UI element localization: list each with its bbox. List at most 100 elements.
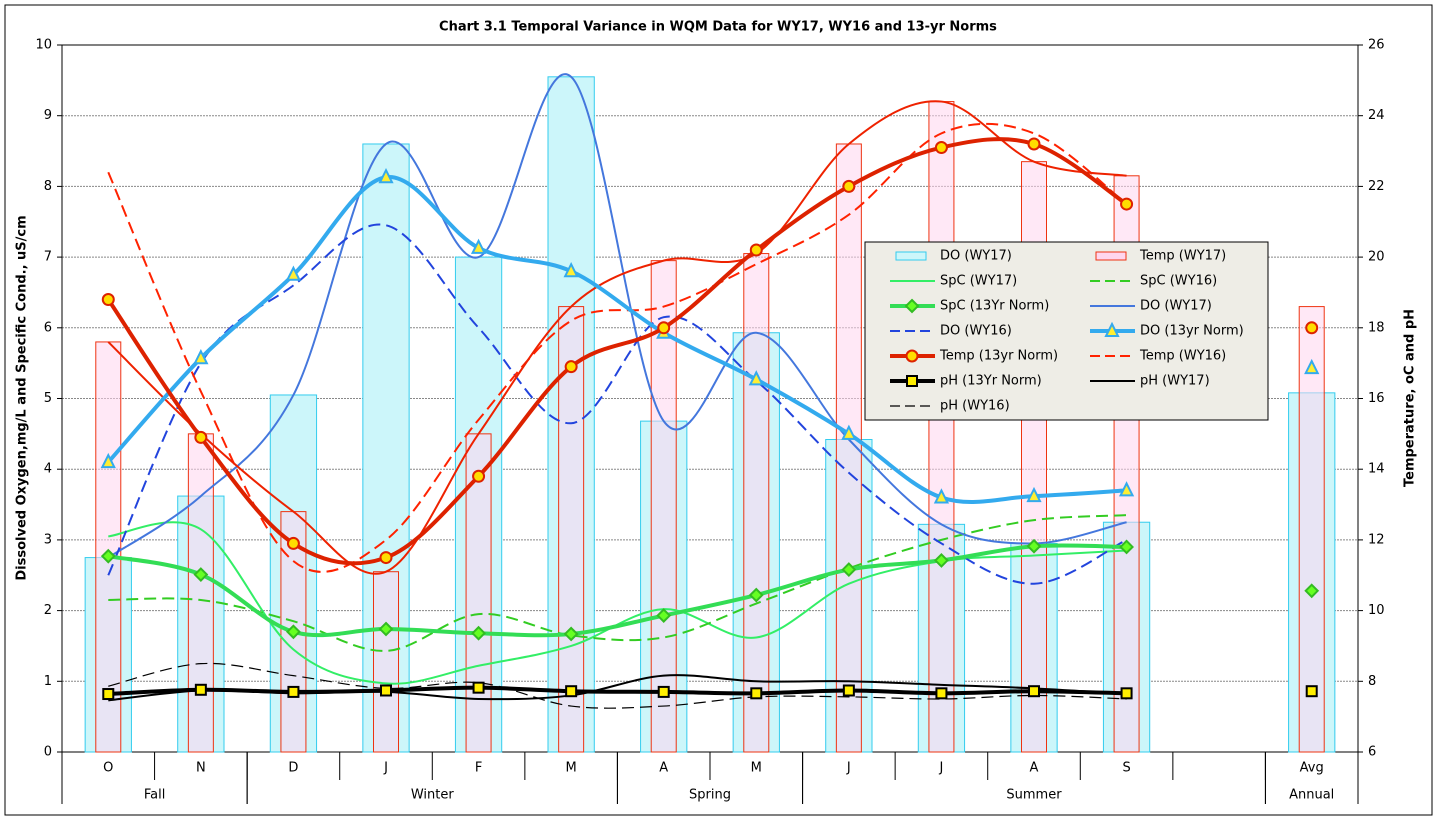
y2-tick-label: 10 xyxy=(1368,603,1385,618)
group-label: Summer xyxy=(1006,788,1062,803)
group-label: Fall xyxy=(144,788,165,803)
marker xyxy=(1028,685,1040,698)
y-tick-label: 6 xyxy=(44,320,52,335)
bar xyxy=(373,571,399,753)
y2-tick-label: 8 xyxy=(1368,674,1376,689)
marker xyxy=(471,625,486,641)
marker xyxy=(748,587,764,603)
y-tick-label: 3 xyxy=(44,532,52,547)
group-label: Annual xyxy=(1289,788,1334,803)
y-tick-label: 5 xyxy=(44,391,52,406)
marker xyxy=(1104,321,1120,337)
bar xyxy=(650,260,677,753)
marker xyxy=(194,683,207,696)
legend-swatch xyxy=(1095,251,1127,261)
bar xyxy=(928,101,955,753)
marker xyxy=(287,685,300,698)
legend-label: SpC (WY17) xyxy=(940,274,1017,289)
x-tick-label: J xyxy=(846,761,851,776)
marker xyxy=(906,375,918,387)
marker xyxy=(470,238,487,254)
line xyxy=(107,73,1127,559)
y-tick-label: 1 xyxy=(44,674,52,689)
x-tick-label: M xyxy=(566,761,577,776)
marker xyxy=(472,681,485,694)
marker xyxy=(1304,583,1320,599)
marker xyxy=(378,621,394,637)
y2-tick-label: 22 xyxy=(1368,179,1385,194)
marker xyxy=(841,562,857,578)
legend-swatch xyxy=(895,251,927,261)
y-tick-label: 7 xyxy=(44,250,52,265)
marker xyxy=(657,685,670,698)
y2-tick-label: 6 xyxy=(1368,745,1376,760)
x-tick-label: J xyxy=(939,761,944,776)
marker xyxy=(1027,137,1041,151)
bar xyxy=(558,306,585,753)
chart-title: Chart 3.1 Temporal Variance in WQM Data … xyxy=(439,20,997,35)
y2-tick-label: 24 xyxy=(1368,108,1385,123)
x-tick-label: O xyxy=(103,761,113,776)
marker xyxy=(1305,685,1318,698)
y2-tick-label: 12 xyxy=(1368,532,1385,547)
marker xyxy=(1026,538,1042,554)
y2-tick-label: 26 xyxy=(1368,38,1385,53)
y2-tick-label: 18 xyxy=(1368,320,1385,335)
marker xyxy=(656,608,672,623)
y-tick-label: 8 xyxy=(44,179,52,194)
y-tick-label: 0 xyxy=(44,745,52,760)
line xyxy=(107,543,1127,638)
group-label: Winter xyxy=(411,788,455,803)
line xyxy=(107,100,1127,575)
y2-tick-label: 14 xyxy=(1368,462,1385,477)
marker xyxy=(1120,197,1134,211)
line xyxy=(108,514,1127,652)
marker xyxy=(102,688,115,701)
legend-label: pH (13Yr Norm) xyxy=(940,374,1042,389)
marker xyxy=(101,293,115,307)
y2-tick-label: 20 xyxy=(1368,250,1385,265)
legend-label: pH (WY17) xyxy=(1140,374,1210,389)
marker xyxy=(193,567,209,582)
marker xyxy=(748,370,764,386)
line xyxy=(108,685,1127,697)
marker xyxy=(1118,481,1135,497)
marker xyxy=(1119,539,1134,555)
legend-label: pH (WY16) xyxy=(940,399,1010,414)
x-tick-label: A xyxy=(1030,761,1039,776)
marker xyxy=(934,552,949,568)
group-label: Spring xyxy=(689,788,731,803)
marker xyxy=(749,243,763,257)
y-axis-title: Dissolved Oxygen,mg/L and Specific Cond.… xyxy=(15,215,30,580)
x-tick-label: M xyxy=(751,761,762,776)
bar xyxy=(1298,306,1325,753)
marker xyxy=(935,687,948,700)
marker xyxy=(1026,486,1042,503)
marker xyxy=(380,684,392,697)
marker xyxy=(1120,687,1133,700)
y2-axis-title: Temperature, oC and pH xyxy=(1403,309,1418,487)
line xyxy=(108,662,1127,709)
marker xyxy=(841,424,857,440)
marker xyxy=(905,349,919,363)
marker xyxy=(379,551,393,565)
marker xyxy=(378,167,394,184)
marker xyxy=(1304,358,1320,375)
marker xyxy=(657,321,671,335)
marker xyxy=(564,360,578,374)
x-tick-label: Avg xyxy=(1300,761,1324,776)
marker xyxy=(472,469,486,483)
legend-label: DO (WY17) xyxy=(940,249,1012,264)
marker xyxy=(842,684,855,697)
marker xyxy=(563,626,579,642)
marker xyxy=(285,265,302,281)
legend-label: Temp (13yr Norm) xyxy=(939,349,1058,364)
marker xyxy=(286,624,301,640)
marker xyxy=(100,452,116,469)
x-tick-label: D xyxy=(288,761,298,776)
marker xyxy=(842,179,856,193)
marker xyxy=(193,348,209,365)
